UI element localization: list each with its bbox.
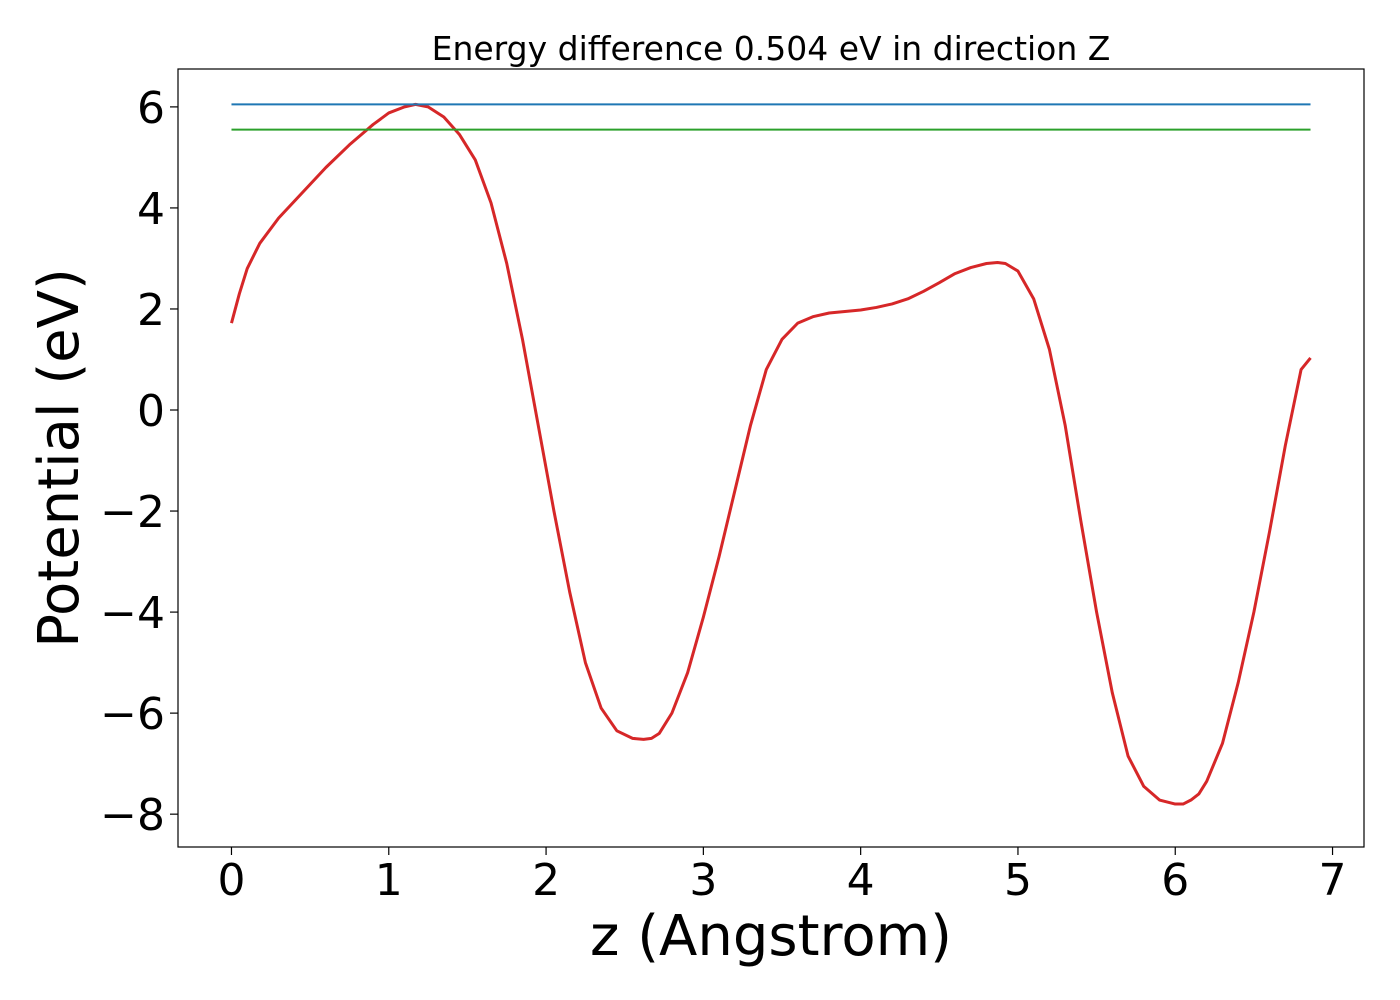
y-tick-label: 2 (137, 285, 165, 336)
series-line-0 (230, 102, 1312, 806)
x-tick-label: 0 (217, 855, 245, 906)
y-tick-label: −4 (100, 588, 165, 639)
y-tick-label: −8 (100, 790, 165, 841)
x-tick-label: 2 (532, 855, 560, 906)
ticks-layer: 0 1 2 3 4 5 6 7 6 4 2 0 −2 −4 −6 −8 (100, 83, 1346, 906)
x-tick-label: 5 (1004, 855, 1032, 906)
y-tick-label: −2 (100, 487, 165, 538)
x-axis-label: z (Angstrom) (590, 904, 952, 969)
plot-area (177, 68, 1365, 848)
chart-title: Energy difference 0.504 eV in direction … (432, 29, 1111, 68)
x-tick-label: 4 (847, 855, 875, 906)
x-tick-label: 7 (1319, 855, 1347, 906)
y-tick-label: −6 (100, 689, 165, 740)
y-tick-label: 6 (137, 83, 165, 134)
x-tick-label: 3 (689, 855, 717, 906)
series-layer (230, 102, 1312, 806)
plot-frame (177, 68, 1365, 848)
x-tick-label: 6 (1161, 855, 1189, 906)
y-tick-label: 0 (137, 386, 165, 437)
x-tick-label: 1 (375, 855, 403, 906)
y-tick-label: 4 (137, 184, 165, 235)
y-axis-label: Potential (eV) (27, 268, 92, 648)
